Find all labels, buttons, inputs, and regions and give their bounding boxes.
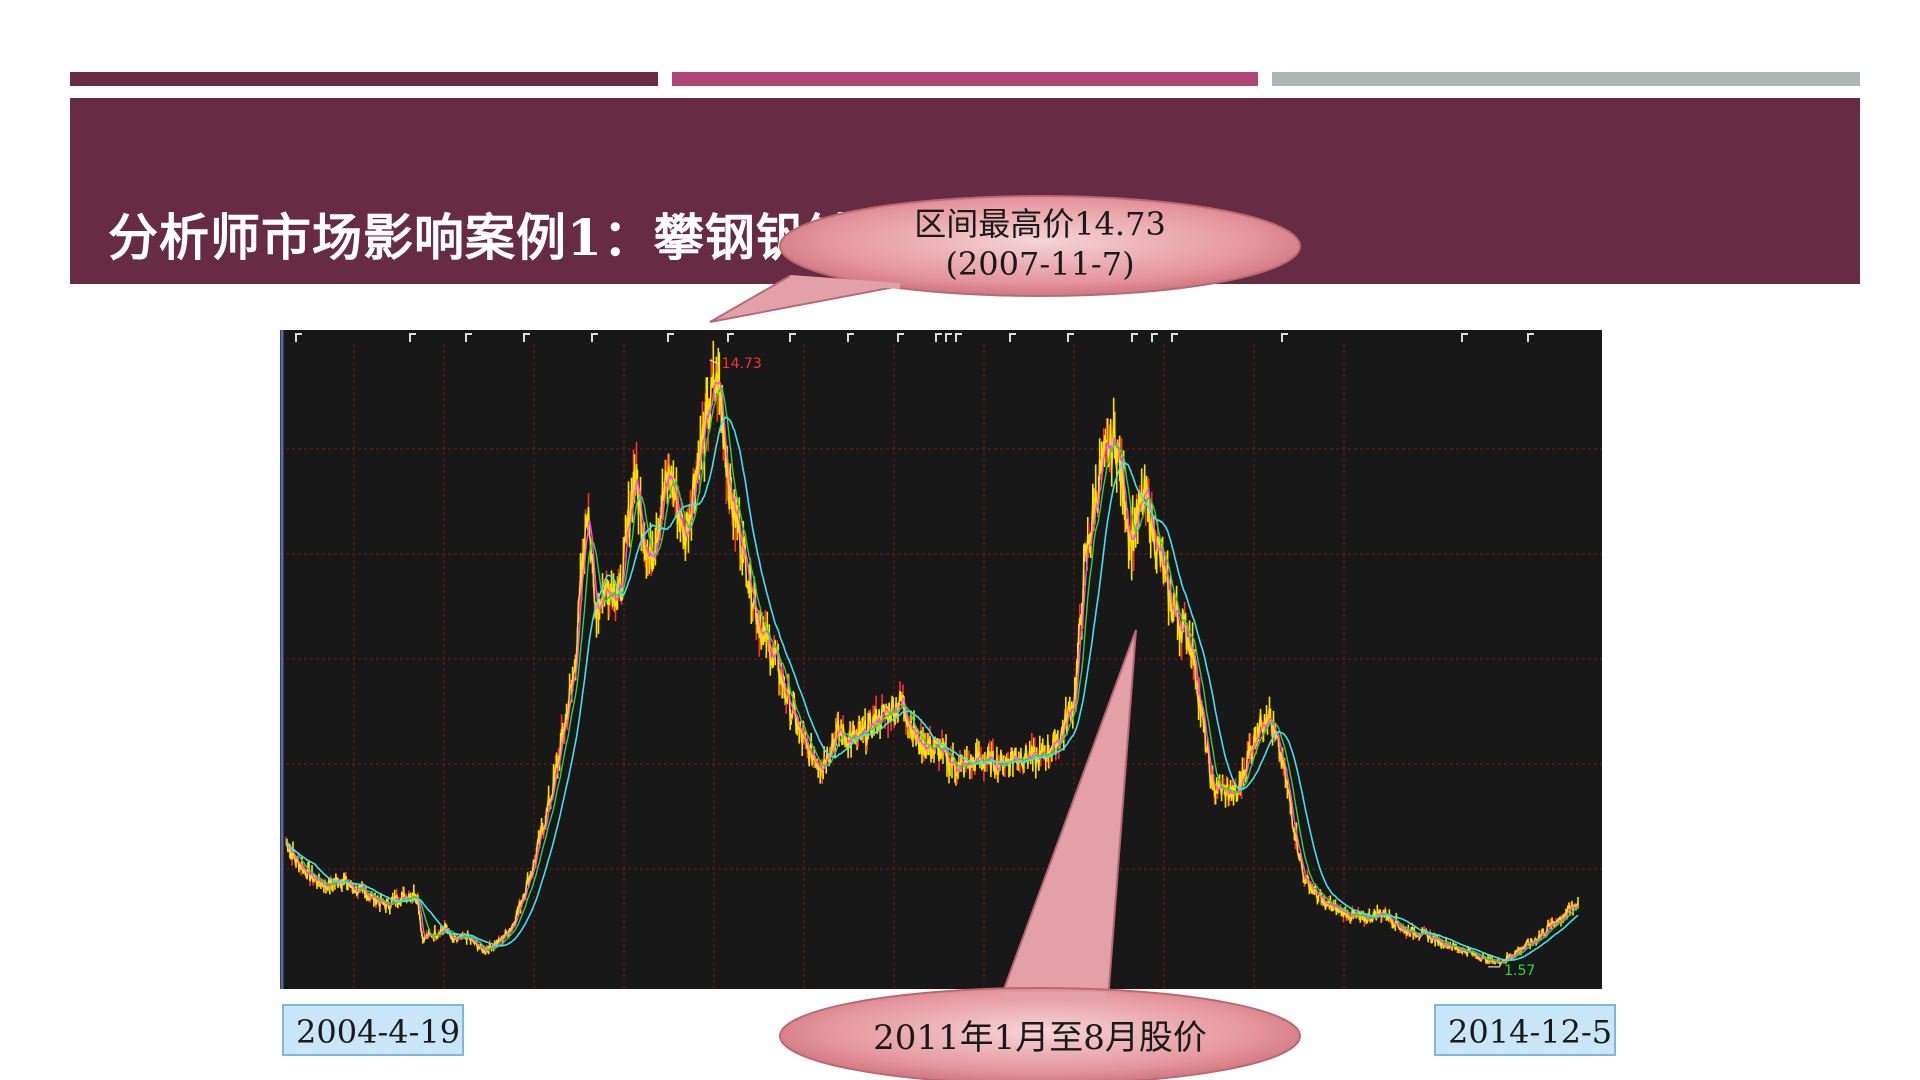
event-marker — [409, 333, 416, 342]
period-callout-text: 2011年1月至8月股价 — [873, 1018, 1207, 1058]
peak-callout-line2: (2007-11-7) — [945, 245, 1135, 283]
event-marker — [955, 333, 962, 342]
peak-callout-text: 区间最高价14.73 (2007-11-7) — [860, 204, 1220, 284]
end-date-label: 2014-12-5 — [1434, 1004, 1616, 1056]
page-title: 分析师市场影响案例1：攀钢钒钛 — [108, 208, 858, 267]
event-marker — [1151, 333, 1158, 342]
max-price-label: 14.73 — [722, 356, 762, 372]
decor-bar-dark — [70, 72, 658, 86]
price-line — [285, 372, 1579, 965]
event-marker — [847, 333, 854, 342]
event-marker — [789, 333, 796, 342]
event-marker — [935, 333, 942, 342]
ma-mid-line — [285, 387, 1579, 963]
event-marker — [897, 333, 904, 342]
ma-short-line — [285, 381, 1579, 964]
decor-bar-pink — [672, 72, 1258, 86]
event-marker — [1131, 333, 1138, 342]
event-marker — [945, 333, 952, 342]
event-marker — [727, 333, 734, 342]
event-marker — [1067, 333, 1074, 342]
min-price-label: 1.57 — [1504, 963, 1535, 979]
event-marker — [465, 333, 472, 342]
start-date-label: 2004-4-19 — [282, 1004, 464, 1056]
event-marker — [523, 333, 530, 342]
decor-bar-grey — [1272, 72, 1860, 86]
ma-long-line — [285, 416, 1579, 962]
event-marker — [1527, 333, 1534, 342]
event-marker — [591, 333, 598, 342]
event-marker — [295, 333, 302, 342]
peak-callout-line1: 区间最高价14.73 — [914, 205, 1166, 243]
event-marker — [1281, 333, 1288, 342]
top-markers — [295, 333, 1534, 342]
event-marker — [1461, 333, 1468, 342]
event-marker — [667, 333, 674, 342]
max-price-pointer — [709, 359, 720, 365]
event-marker — [1171, 333, 1178, 342]
event-marker — [1009, 333, 1016, 342]
chart-series — [285, 340, 1579, 968]
chart-grid — [280, 330, 1602, 989]
price-chart-svg: 14.73 1.57 — [280, 330, 1602, 989]
stock-price-chart: 14.73 1.57 — [280, 330, 1602, 989]
